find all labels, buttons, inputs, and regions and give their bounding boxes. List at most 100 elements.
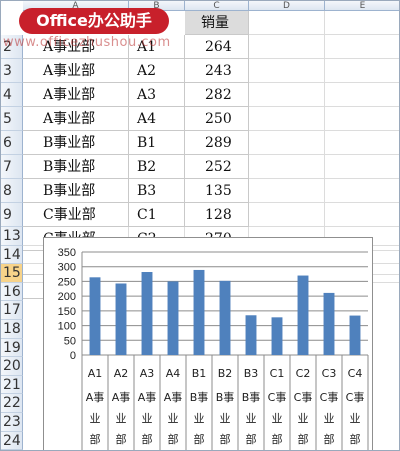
column-header-e[interactable]: E xyxy=(325,1,399,11)
x-group-label: 业 xyxy=(90,412,101,425)
y-tick-label: 100 xyxy=(58,321,76,333)
empty-cell[interactable] xyxy=(325,179,399,203)
x-category-label: A4 xyxy=(166,367,181,380)
row-header[interactable]: 18 xyxy=(1,320,23,339)
division-cell[interactable]: A事业部 xyxy=(23,59,129,83)
item-cell[interactable]: A2 xyxy=(129,59,185,83)
row-header[interactable]: 14 xyxy=(1,245,23,265)
row-header[interactable]: 4 xyxy=(1,83,23,107)
item-cell[interactable]: B3 xyxy=(129,179,185,203)
sales-value-cell[interactable]: 250 xyxy=(185,107,249,131)
x-category-label: C3 xyxy=(322,367,337,380)
bar-C4[interactable] xyxy=(349,315,361,355)
row-header[interactable]: 3 xyxy=(1,59,23,83)
empty-cell[interactable] xyxy=(249,83,325,107)
row-header[interactable]: 19 xyxy=(1,338,23,358)
x-category-label: B2 xyxy=(218,367,233,380)
sales-value-cell[interactable]: 289 xyxy=(185,131,249,155)
item-cell[interactable]: C1 xyxy=(129,203,185,227)
row-header[interactable]: 7 xyxy=(1,155,23,179)
row-header[interactable]: 2 xyxy=(1,35,23,59)
x-group-label: 部 xyxy=(168,432,179,446)
bar-B2[interactable] xyxy=(219,280,231,355)
division-cell[interactable]: B事业部 xyxy=(23,179,129,203)
item-cell[interactable]: A4 xyxy=(129,107,185,131)
empty-cell[interactable] xyxy=(249,155,325,179)
x-group-label: C事 xyxy=(320,391,339,404)
division-cell[interactable]: B事业部 xyxy=(23,131,129,155)
x-group-label: 部 xyxy=(194,432,205,446)
header-value-cell[interactable]: 264 xyxy=(185,35,249,59)
division-cell[interactable]: A事业部 xyxy=(23,83,129,107)
empty-cell[interactable] xyxy=(325,35,399,59)
row-header[interactable]: 16 xyxy=(1,282,23,302)
y-tick-label: 0 xyxy=(70,350,76,362)
empty-cell[interactable] xyxy=(325,155,399,179)
empty-cell[interactable] xyxy=(325,107,399,131)
bar-A1[interactable] xyxy=(89,277,101,355)
row-header[interactable]: 9 xyxy=(1,203,23,227)
x-group-label: 业 xyxy=(168,412,179,425)
row-header[interactable]: 21 xyxy=(1,375,23,395)
row-header[interactable]: 20 xyxy=(1,357,23,376)
header-item-cell[interactable]: A1 xyxy=(129,35,185,59)
row-header[interactable]: 23 xyxy=(1,413,23,432)
bar-chart[interactable]: 0 50 100 150 200 250 300 350 A1 A事业部 A2 A事业部 A3 A事业部 A… xyxy=(43,237,373,450)
x-group-label: 部 xyxy=(116,432,127,446)
empty-cell[interactable] xyxy=(325,59,399,83)
sales-value-cell[interactable]: 252 xyxy=(185,155,249,179)
empty-cell[interactable] xyxy=(249,107,325,131)
row-header[interactable]: 22 xyxy=(1,394,23,413)
column-header-d[interactable]: D xyxy=(249,1,325,11)
row-header[interactable]: 13 xyxy=(1,227,23,246)
division-cell[interactable]: C事业部 xyxy=(23,203,129,227)
y-tick-label: 50 xyxy=(64,335,76,347)
bar-C3[interactable] xyxy=(323,292,335,355)
empty-cell[interactable] xyxy=(249,11,325,35)
column-header-c[interactable]: C xyxy=(185,1,249,11)
empty-cell[interactable] xyxy=(249,59,325,83)
bar-A4[interactable] xyxy=(167,281,179,355)
x-category-label: C1 xyxy=(270,367,285,380)
bar-C1[interactable] xyxy=(271,317,283,355)
selected-row-header[interactable]: 15 xyxy=(1,264,23,283)
x-category-label: C2 xyxy=(296,367,311,380)
empty-cell[interactable] xyxy=(325,203,399,227)
item-cell[interactable]: A3 xyxy=(129,83,185,107)
row-header[interactable]: 5 xyxy=(1,107,23,131)
division-cell[interactable]: A事业部 xyxy=(23,107,129,131)
sales-value-cell[interactable]: 243 xyxy=(185,59,249,83)
item-cell[interactable]: B1 xyxy=(129,131,185,155)
sales-header-cell[interactable]: 销量 xyxy=(185,11,249,35)
x-group-label: B事 xyxy=(216,391,235,404)
empty-cell[interactable] xyxy=(249,179,325,203)
x-group-label: 业 xyxy=(272,412,283,425)
y-tick-label: 200 xyxy=(58,291,76,303)
row-header[interactable]: 24 xyxy=(1,431,23,450)
bar-A3[interactable] xyxy=(141,272,153,355)
empty-cell[interactable] xyxy=(325,83,399,107)
bar-A2[interactable] xyxy=(115,283,127,355)
empty-cell[interactable] xyxy=(249,203,325,227)
row-header[interactable]: 8 xyxy=(1,179,23,203)
empty-cell[interactable] xyxy=(325,131,399,155)
sales-value-cell[interactable]: 282 xyxy=(185,83,249,107)
bar-C2[interactable] xyxy=(297,275,309,355)
empty-cell[interactable] xyxy=(249,131,325,155)
x-group-label: 部 xyxy=(272,432,283,446)
x-group-label: 业 xyxy=(350,412,361,425)
empty-cell[interactable] xyxy=(249,35,325,59)
header-division-cell[interactable]: A事业部 xyxy=(23,35,129,59)
x-group-label: C事 xyxy=(268,391,287,404)
x-group-label: 部 xyxy=(90,432,101,446)
bar-B3[interactable] xyxy=(245,315,257,355)
empty-cell[interactable] xyxy=(325,11,399,35)
row-header[interactable]: 17 xyxy=(1,301,23,320)
sales-value-cell[interactable]: 135 xyxy=(185,179,249,203)
sales-value-cell[interactable]: 128 xyxy=(185,203,249,227)
item-cell[interactable]: B2 xyxy=(129,155,185,179)
bar-B1[interactable] xyxy=(193,269,205,355)
division-cell[interactable]: B事业部 xyxy=(23,155,129,179)
x-group-label: B事 xyxy=(242,391,261,404)
row-header[interactable]: 6 xyxy=(1,131,23,155)
